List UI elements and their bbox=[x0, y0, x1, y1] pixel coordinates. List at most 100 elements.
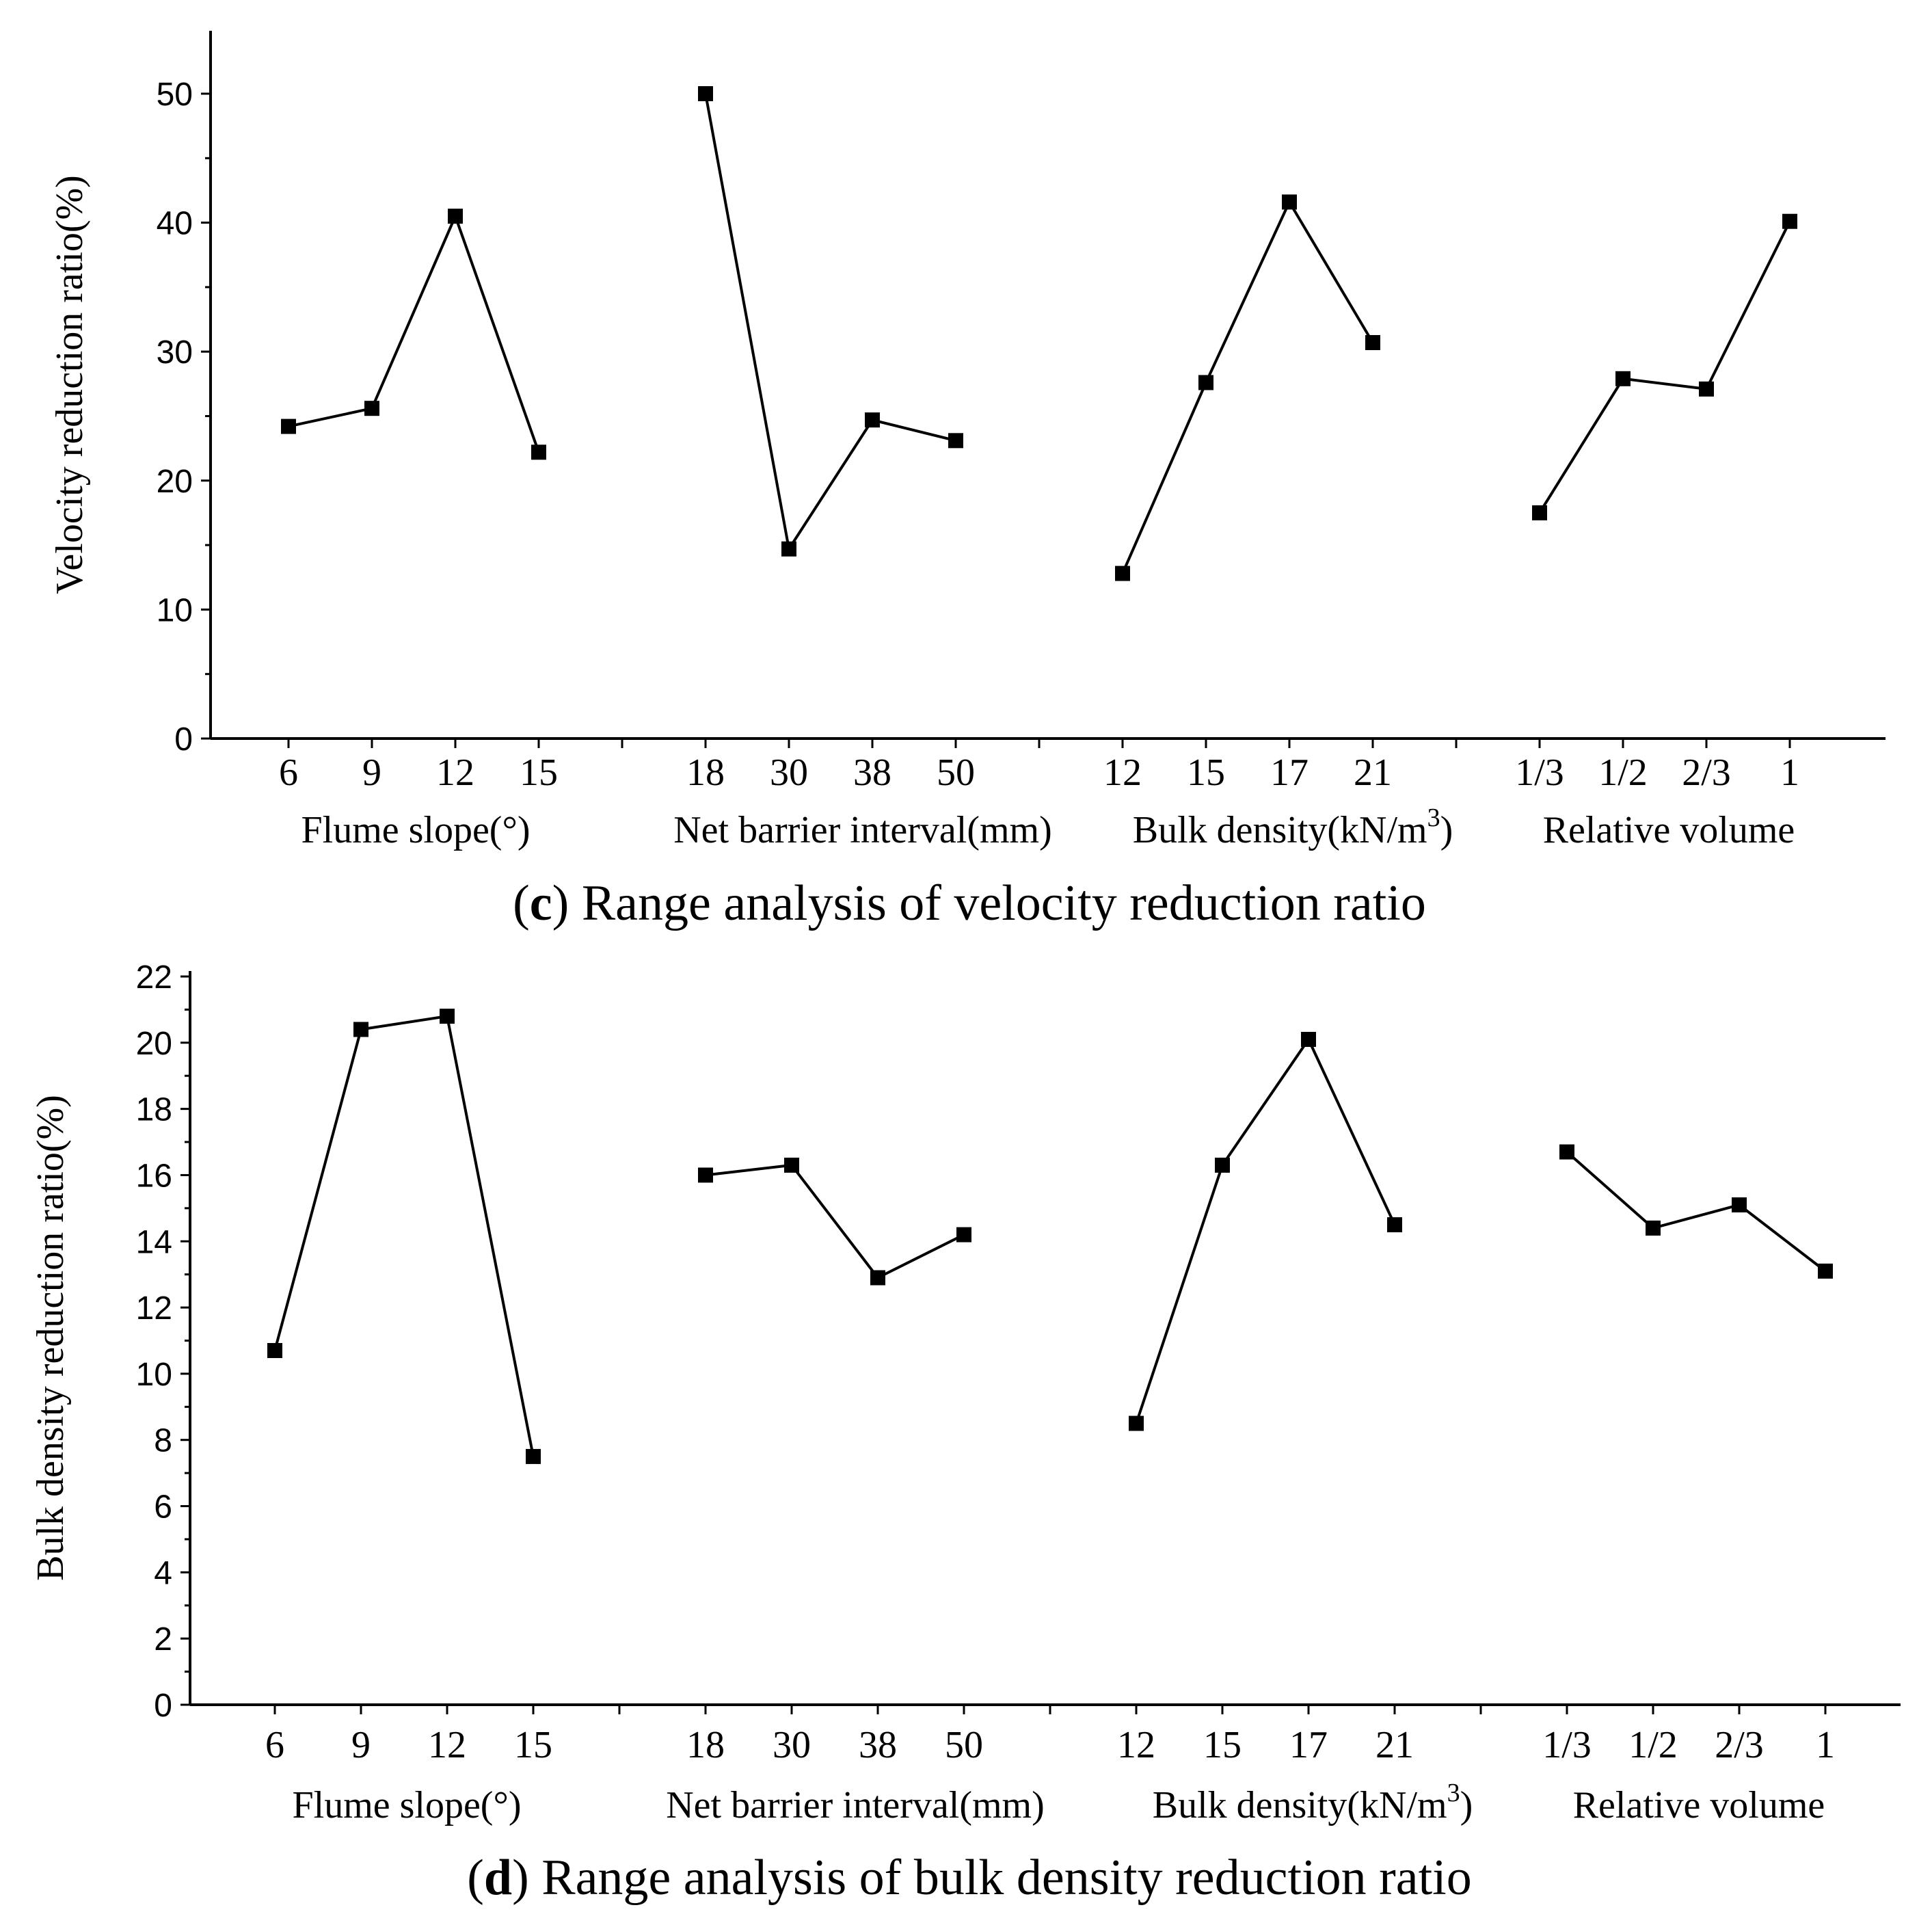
x-tick-label: 12 bbox=[428, 1724, 466, 1766]
data-point bbox=[440, 1009, 455, 1024]
x-tick-label: 1/2 bbox=[1598, 752, 1648, 794]
data-point bbox=[353, 1022, 368, 1037]
x-tick-label: 1/2 bbox=[1628, 1724, 1678, 1766]
group-label-main: Bulk density(kN/m bbox=[1133, 809, 1427, 851]
series-group-4: 1/3 1/2 2/3 1 Relative volume bbox=[1515, 213, 1799, 851]
caption-text: Range analysis of bulk density reduction… bbox=[541, 1850, 1471, 1906]
data-point bbox=[1782, 213, 1797, 229]
x-tick-label: 17 bbox=[1289, 1724, 1328, 1766]
data-point bbox=[1115, 566, 1130, 581]
data-point bbox=[698, 86, 713, 101]
group-axis-label: Relative volume bbox=[1543, 809, 1795, 851]
group-label-main: Bulk density(kN/m bbox=[1153, 1784, 1447, 1826]
x-tick-label: 17 bbox=[1270, 752, 1309, 794]
group-axis-label: Relative volume bbox=[1573, 1784, 1825, 1826]
x-tick-label: 1 bbox=[1816, 1724, 1835, 1766]
data-point bbox=[1699, 381, 1714, 397]
x-tick-label: 21 bbox=[1354, 752, 1392, 794]
y-tick-label: 12 bbox=[136, 1290, 172, 1327]
series-group-1: 6 9 12 15 Flume slope(°) bbox=[265, 1009, 552, 1826]
y-tick-label: 8 bbox=[154, 1423, 172, 1459]
y-tick-label: 18 bbox=[136, 1092, 172, 1128]
data-point bbox=[1818, 1263, 1833, 1279]
x-tick-label: 12 bbox=[436, 752, 474, 794]
group-axis-label: Net barrier interval(mm) bbox=[666, 1784, 1045, 1826]
group-axis-label: Bulk density(kN/m3) bbox=[1133, 803, 1453, 851]
group-label-tail: ) bbox=[1440, 809, 1453, 851]
y-axis-label: Bulk density reduction ratio(%) bbox=[29, 1095, 72, 1581]
group-label-tail: ) bbox=[1460, 1784, 1473, 1826]
y-tick-label: 16 bbox=[136, 1158, 172, 1194]
data-point bbox=[364, 401, 379, 416]
data-point bbox=[1282, 194, 1297, 210]
data-point bbox=[1615, 371, 1631, 386]
y-tick-label: 0 bbox=[174, 721, 193, 758]
group-label-main: Relative volume bbox=[1573, 1784, 1825, 1826]
data-point bbox=[531, 444, 546, 460]
y-tick-label: 22 bbox=[136, 959, 172, 996]
data-point bbox=[956, 1227, 971, 1242]
x-tick-label: 38 bbox=[859, 1724, 897, 1766]
series-group-4: 1/3 1/2 2/3 1 Relative volume bbox=[1542, 1144, 1835, 1826]
x-tick-label: 12 bbox=[1117, 1724, 1155, 1766]
series-line bbox=[288, 212, 540, 453]
group-axis-label: Net barrier interval(mm) bbox=[673, 809, 1052, 851]
data-point bbox=[870, 1270, 885, 1286]
x-tick-label: 50 bbox=[945, 1724, 983, 1766]
y-axis-label: Velocity reduction ratio(%) bbox=[49, 175, 91, 594]
x-tick-label: 15 bbox=[1203, 1724, 1242, 1766]
group-label-main: Flume slope(°) bbox=[292, 1784, 521, 1826]
caption-close-paren: ) bbox=[512, 1850, 541, 1906]
x-tick-label: 18 bbox=[686, 1724, 725, 1766]
caption-letter: c bbox=[530, 875, 552, 931]
x-tick-label: 1/3 bbox=[1542, 1724, 1592, 1766]
data-point bbox=[1559, 1144, 1574, 1160]
x-tick-label: 12 bbox=[1103, 752, 1142, 794]
series-line bbox=[1538, 220, 1791, 514]
data-point bbox=[448, 209, 463, 224]
data-point bbox=[698, 1167, 713, 1183]
group-label-main: Net barrier interval(mm) bbox=[666, 1784, 1045, 1826]
series-line bbox=[1566, 1151, 1827, 1273]
data-point bbox=[865, 412, 880, 428]
group-label-main: Flume slope(°) bbox=[301, 809, 530, 851]
data-point bbox=[1198, 375, 1213, 390]
x-tick-label: 15 bbox=[1187, 752, 1225, 794]
x-tick-label: 30 bbox=[770, 752, 808, 794]
caption-open-paren: ( bbox=[513, 875, 530, 931]
x-tick-label: 15 bbox=[514, 1724, 552, 1766]
x-tick-label: 38 bbox=[853, 752, 891, 794]
x-tick-label: 9 bbox=[362, 752, 381, 794]
x-tick-label: 2/3 bbox=[1682, 752, 1731, 794]
y-tick-label: 30 bbox=[157, 334, 193, 371]
x-tick-label: 9 bbox=[351, 1724, 371, 1766]
data-point bbox=[267, 1343, 282, 1359]
x-tick-label: 1 bbox=[1780, 752, 1799, 794]
y-tick-label: 20 bbox=[157, 464, 193, 500]
group-label-main: Net barrier interval(mm) bbox=[673, 809, 1052, 851]
group-label-main: Relative volume bbox=[1543, 809, 1795, 851]
data-point bbox=[1387, 1217, 1402, 1233]
group-axis-label: Flume slope(°) bbox=[301, 809, 530, 851]
group-axis-label: Flume slope(°) bbox=[292, 1784, 521, 1826]
data-point bbox=[1301, 1031, 1316, 1047]
data-point bbox=[1215, 1157, 1230, 1173]
data-point bbox=[781, 541, 796, 557]
caption-letter: d bbox=[484, 1850, 512, 1906]
x-tick-label: 18 bbox=[686, 752, 725, 794]
x-tick-label: 15 bbox=[520, 752, 558, 794]
series-line bbox=[1121, 199, 1374, 574]
series-group-3: 12 15 17 21 Bulk density(kN/m3) bbox=[1103, 194, 1453, 851]
y-tick-label: 10 bbox=[157, 592, 193, 628]
figure-caption: (d) Range analysis of bulk density reduc… bbox=[467, 1850, 1471, 1906]
y-tick-label: 4 bbox=[154, 1555, 172, 1591]
data-point bbox=[1129, 1415, 1144, 1431]
x-tick-label: 6 bbox=[279, 752, 298, 794]
caption-open-paren: ( bbox=[467, 1850, 484, 1906]
data-point bbox=[281, 418, 296, 434]
y-tick-label: 10 bbox=[136, 1357, 172, 1393]
data-point bbox=[948, 433, 963, 449]
series-line bbox=[273, 1014, 535, 1457]
group-label-superscript: 3 bbox=[1447, 1779, 1460, 1807]
